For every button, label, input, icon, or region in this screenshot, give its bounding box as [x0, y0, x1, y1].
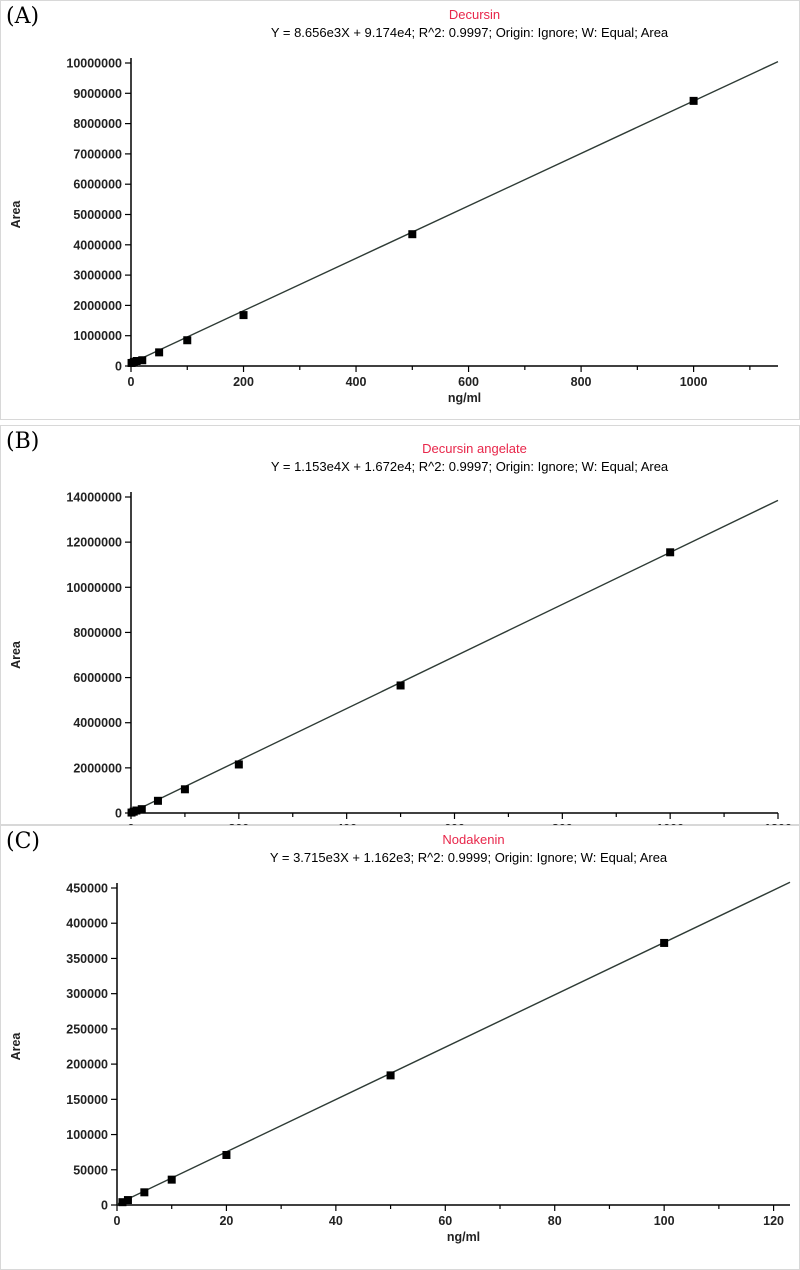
x-tick-label: 20 [219, 1214, 233, 1228]
y-tick-label: 0 [101, 1199, 108, 1213]
y-tick-label: 50000 [73, 1163, 108, 1177]
data-point [234, 760, 243, 769]
data-point [132, 357, 141, 366]
panel-label-a: (A) [6, 4, 40, 29]
y-tick-label: 9000000 [73, 87, 122, 101]
chart-panel-c: Nodakenin Y = 3.715e3X + 1.162e3; R^2: 0.… [0, 825, 800, 1270]
chart-title: Nodakenin [442, 832, 504, 847]
y-tick-label: 0 [115, 807, 122, 821]
chart-title: Decursin [449, 7, 500, 22]
x-tick-label: 1000 [680, 375, 708, 389]
chart-subtitle: Y = 8.656e3X + 9.174e4; R^2: 0.9997; Ori… [271, 25, 669, 40]
y-axis-label: Area [9, 640, 23, 669]
y-tick-label: 5000000 [73, 208, 122, 222]
x-tick-label: 600 [458, 375, 479, 389]
x-tick-label: 40 [329, 1214, 343, 1228]
x-axis-label: ng/ml [448, 391, 481, 405]
y-tick-label: 6000000 [73, 671, 122, 685]
data-point [140, 1188, 149, 1197]
x-tick-label: 120 [763, 1214, 784, 1228]
data-point [689, 96, 698, 105]
x-tick-label: 800 [571, 375, 592, 389]
y-tick-label: 2000000 [73, 299, 122, 313]
y-tick-label: 2000000 [73, 761, 122, 775]
y-tick-label: 4000000 [73, 716, 122, 730]
y-tick-label: 250000 [66, 1022, 108, 1036]
regression-line [130, 60, 779, 364]
y-tick-label: 0 [115, 360, 122, 374]
y-tick-label: 12000000 [66, 536, 122, 550]
data-point [386, 1071, 395, 1080]
y-tick-label: 1000000 [73, 329, 122, 343]
x-axis-label: ng/ml [447, 1230, 480, 1244]
data-point [153, 796, 162, 805]
x-tick-label: 1200 [764, 822, 792, 825]
x-tick-label: 0 [128, 375, 135, 389]
x-tick-label: 200 [228, 822, 249, 825]
x-tick-label: 100 [654, 1214, 675, 1228]
chart-c-plot: Nodakenin Y = 3.715e3X + 1.162e3; R^2: 0.… [9, 832, 791, 1244]
y-tick-label: 8000000 [73, 117, 122, 131]
chart-title: Decursin angelate [422, 441, 527, 456]
data-point [118, 1198, 127, 1207]
data-point [396, 681, 405, 690]
chart-panel-b: Decursin angelate Y = 1.153e4X + 1.672e4;… [0, 425, 800, 825]
data-point [180, 785, 189, 794]
chart-subtitle: Y = 1.153e4X + 1.672e4; R^2: 0.9997; Ori… [271, 459, 669, 474]
panel-label-c: (C) [6, 829, 40, 854]
x-tick-label: 800 [552, 822, 573, 825]
x-tick-label: 400 [346, 375, 367, 389]
regression-line [130, 499, 779, 814]
x-tick-label: 1000 [656, 822, 684, 825]
data-point [132, 806, 141, 815]
x-tick-label: 60 [438, 1214, 452, 1228]
y-tick-label: 7000000 [73, 147, 122, 161]
x-tick-label: 600 [444, 822, 465, 825]
regression-line [116, 881, 791, 1205]
y-axis-label: Area [9, 200, 23, 229]
panel-label-b: (B) [6, 429, 40, 454]
data-point [137, 805, 146, 814]
y-tick-label: 3000000 [73, 269, 122, 283]
data-point [155, 348, 164, 357]
chart-b-plot: Decursin angelate Y = 1.153e4X + 1.672e4;… [9, 441, 792, 825]
x-tick-label: 200 [233, 375, 254, 389]
data-point [222, 1150, 231, 1159]
y-tick-label: 350000 [66, 952, 108, 966]
y-tick-label: 14000000 [66, 491, 122, 505]
chart-a-plot: Decursin Y = 8.656e3X + 9.174e4; R^2: 0.9… [9, 7, 779, 405]
y-tick-label: 300000 [66, 987, 108, 1001]
data-point [167, 1175, 176, 1184]
x-tick-label: 400 [336, 822, 357, 825]
data-point [660, 938, 669, 947]
y-tick-label: 10000000 [66, 581, 122, 595]
y-tick-label: 8000000 [73, 626, 122, 640]
data-point [408, 230, 417, 239]
y-tick-label: 200000 [66, 1058, 108, 1072]
y-tick-label: 450000 [66, 882, 108, 896]
y-tick-label: 4000000 [73, 238, 122, 252]
data-point [183, 336, 192, 345]
y-axis-label: Area [9, 1032, 23, 1061]
y-tick-label: 10000000 [66, 57, 122, 71]
data-point [239, 311, 248, 320]
y-tick-label: 150000 [66, 1093, 108, 1107]
y-tick-label: 400000 [66, 917, 108, 931]
data-point [123, 1196, 132, 1205]
x-tick-label: 0 [128, 822, 135, 825]
data-point [138, 356, 147, 365]
chart-panel-a: Decursin Y = 8.656e3X + 9.174e4; R^2: 0.9… [0, 0, 800, 420]
data-point [666, 548, 675, 557]
y-tick-label: 6000000 [73, 178, 122, 192]
x-tick-label: 80 [548, 1214, 562, 1228]
chart-subtitle: Y = 3.715e3X + 1.162e3; R^2: 0.9999; Ori… [270, 850, 668, 865]
x-tick-label: 0 [114, 1214, 121, 1228]
y-tick-label: 100000 [66, 1128, 108, 1142]
